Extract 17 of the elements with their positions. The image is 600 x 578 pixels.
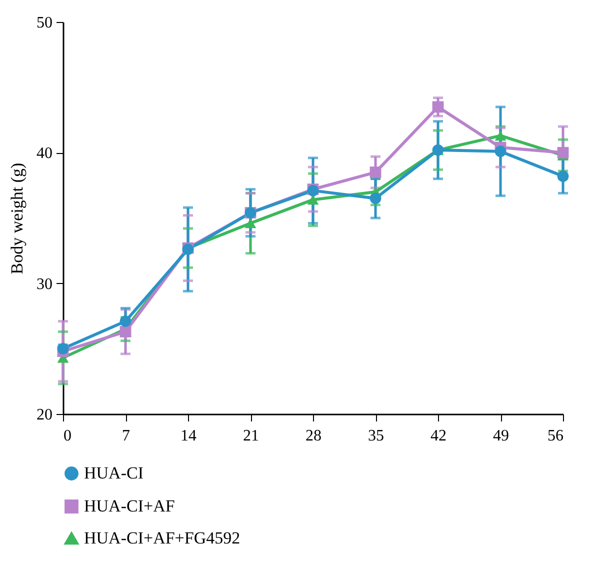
x-tick-label: 56 bbox=[548, 428, 564, 444]
legend-label: HUA-CI+AF+FG4592 bbox=[84, 528, 240, 548]
x-tick-label: 21 bbox=[243, 428, 259, 444]
y-tick-label: 50 bbox=[36, 14, 52, 32]
y-axis-title: Body weight (g) bbox=[8, 162, 26, 274]
x-tick-label: 0 bbox=[64, 428, 72, 444]
y-tick-label: 20 bbox=[36, 406, 52, 424]
legend-label: HUA-CI bbox=[84, 464, 144, 482]
x-tick-label: 14 bbox=[180, 428, 196, 444]
x-tick-label: 35 bbox=[368, 428, 384, 444]
legend-label: HUA-CI+AF bbox=[84, 496, 175, 516]
x-tick-label: 42 bbox=[430, 428, 446, 444]
y-tick-label: 30 bbox=[36, 276, 52, 293]
x-tick-label: 49 bbox=[493, 428, 509, 444]
y-tick-label: 40 bbox=[36, 145, 52, 162]
x-tick-label: 7 bbox=[122, 428, 130, 444]
x-tick-label: 28 bbox=[306, 428, 322, 444]
